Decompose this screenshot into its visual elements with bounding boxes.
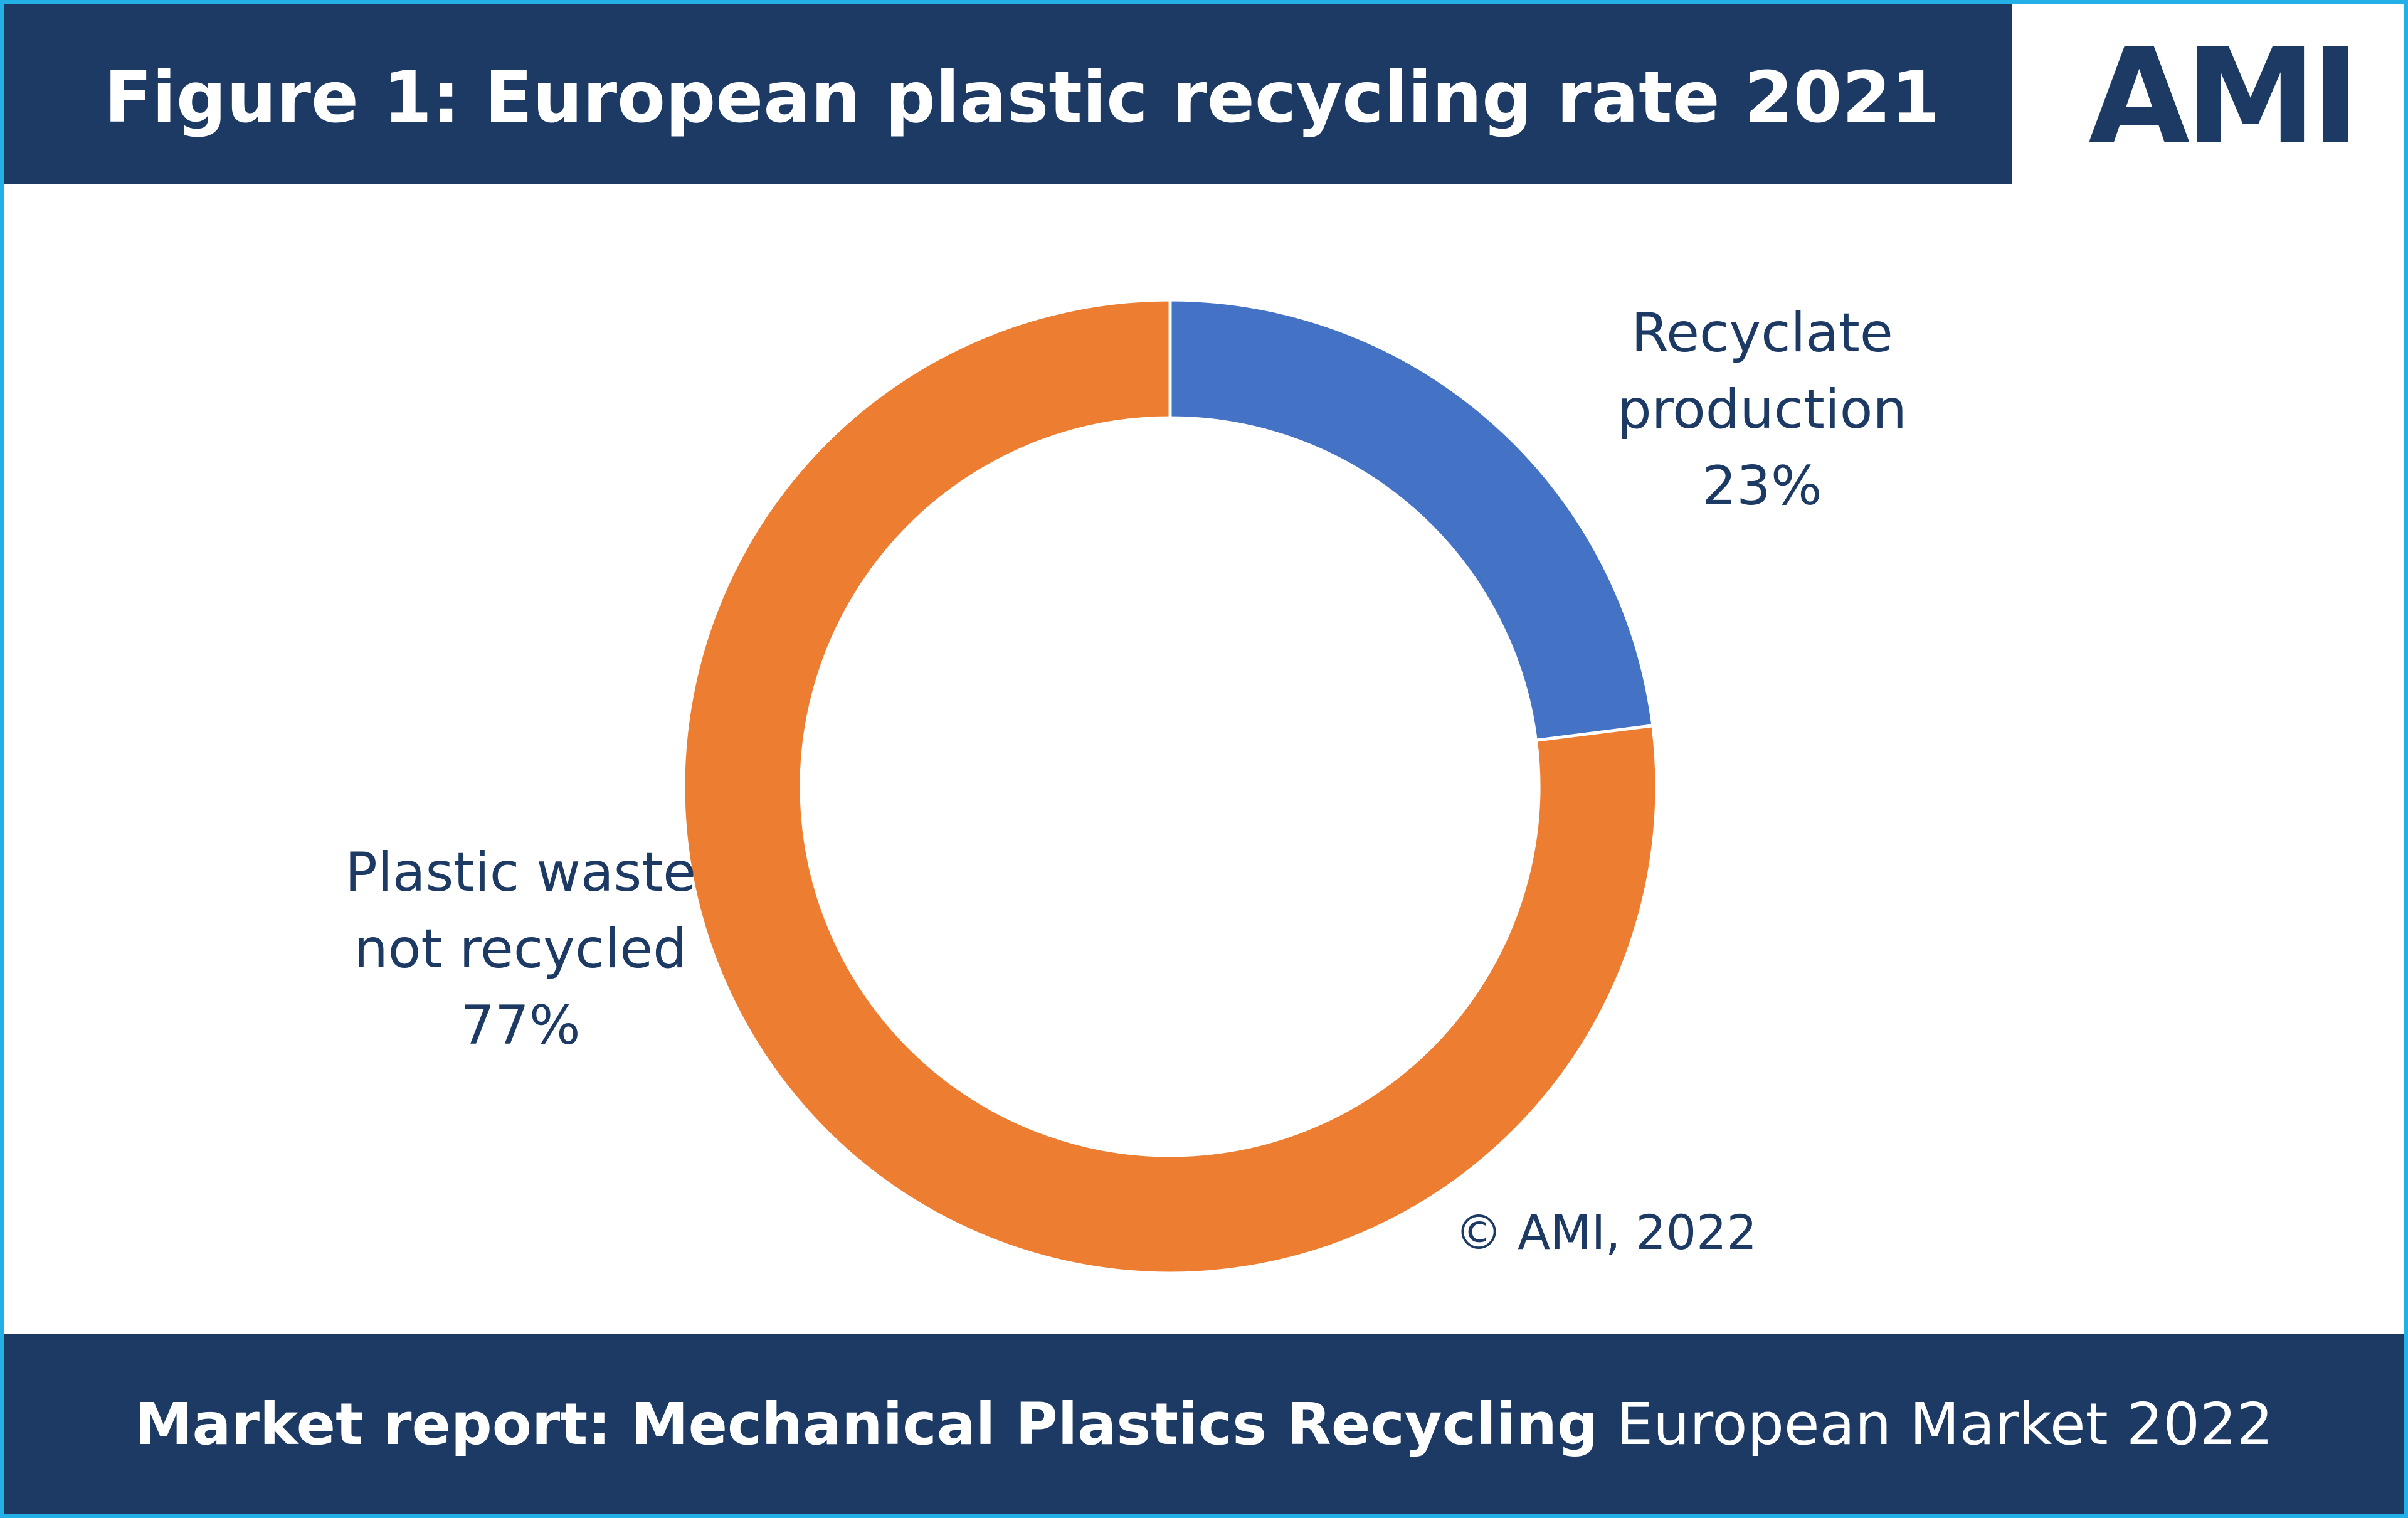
chart-title: Figure 1: European plastic recycling rat… — [104, 57, 1940, 139]
footer: Market report: Mechanical Plastics Recyc… — [4, 1334, 2404, 1514]
segment-label: Recyclate production 23% — [1549, 295, 1975, 524]
value-label: 23% — [1702, 455, 1822, 518]
category-label: Recyclate production — [1617, 302, 1907, 441]
segment-label: Plastic waste not recycled 77% — [339, 834, 702, 1064]
category-label: Plastic waste not recycled — [345, 841, 696, 980]
header: Figure 1: European plastic recycling rat… — [4, 4, 2012, 184]
donut-segment — [682, 298, 1659, 1275]
logo: AMI — [2088, 20, 2360, 174]
donut-segment — [1168, 298, 1655, 743]
value-label: 77% — [460, 994, 581, 1057]
footer-regular: European Market 2022 — [1616, 1391, 2274, 1458]
copyright: © AMI, 2022 — [1455, 1204, 1757, 1260]
footer-bold: Market report: Mechanical Plastics Recyc… — [134, 1391, 1598, 1458]
